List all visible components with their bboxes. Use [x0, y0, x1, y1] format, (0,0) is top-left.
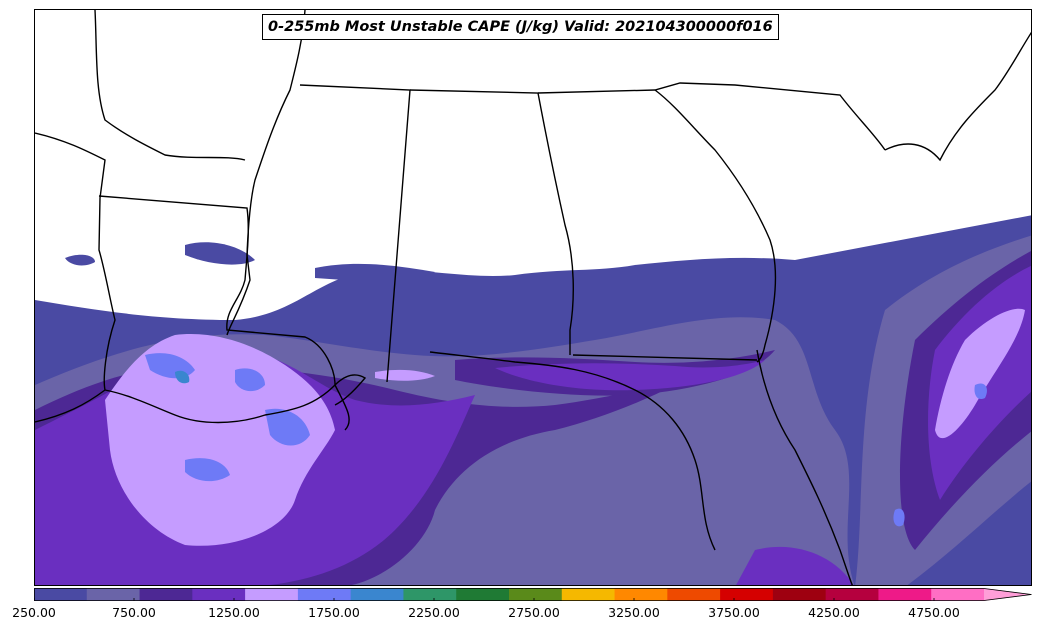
colorbar-tick-label: 2250.00 [408, 605, 460, 620]
colorbar-segment [350, 588, 404, 601]
cape-map [35, 10, 1031, 585]
colorbar-segment [34, 588, 88, 601]
colorbar-tick-label: 3750.00 [708, 605, 760, 620]
colorbar-segment [403, 588, 457, 601]
colorbar-segment [245, 588, 299, 601]
colorbar-segment [667, 588, 721, 601]
colorbar-segment [931, 588, 985, 601]
colorbar-segment [561, 588, 616, 601]
colorbar-segment [825, 588, 879, 601]
colorbar-segment [878, 588, 932, 601]
colorbar-tick-label: 1250.00 [208, 605, 260, 620]
map-title: 0-255mb Most Unstable CAPE (J/kg) Valid:… [262, 14, 779, 40]
colorbar-tick-label: 750.00 [112, 605, 156, 620]
colorbar-segment [456, 588, 510, 601]
colorbar-tick-label: 4250.00 [808, 605, 860, 620]
cape-fill-1500 [145, 353, 987, 527]
colorbar-extend-arrow [984, 588, 1032, 601]
colorbar-segment [509, 588, 563, 601]
colorbar-segment [720, 588, 774, 601]
colorbar-segment [192, 588, 246, 601]
colorbar-tick-label: 2750.00 [508, 605, 560, 620]
colorbar-tick-label: 4750.00 [908, 605, 960, 620]
colorbar-segment [772, 588, 827, 601]
colorbar [34, 588, 1032, 601]
colorbar-tick-label: 250.00 [12, 605, 56, 620]
colorbar-segment [139, 588, 193, 601]
colorbar-segment [614, 588, 668, 601]
colorbar-tick-label: 3250.00 [608, 605, 660, 620]
colorbar-segment [297, 588, 352, 601]
state-and-coast-boundaries [35, 10, 1031, 585]
colorbar-segment [86, 588, 141, 601]
map-panel [34, 9, 1032, 586]
cape-fill-1750 [175, 370, 190, 384]
cape-fill-1250 [105, 308, 1025, 546]
colorbar-tick-label: 1750.00 [308, 605, 360, 620]
